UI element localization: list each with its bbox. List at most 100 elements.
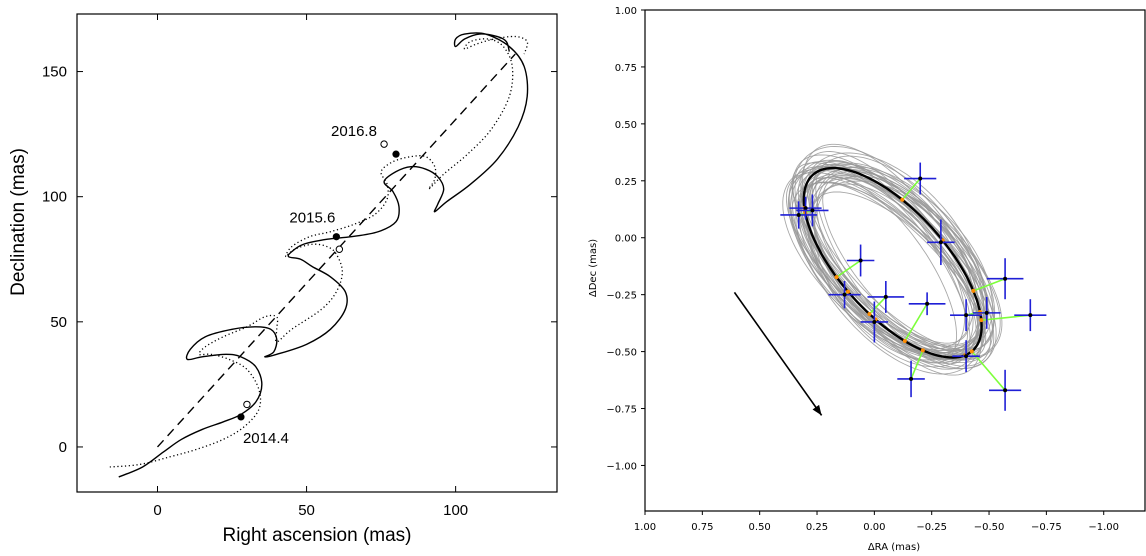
right-measurement-point	[925, 301, 930, 306]
right-orbit-marker	[969, 349, 974, 354]
right-residual-line	[940, 239, 944, 243]
right-orbit-marker	[978, 311, 983, 316]
right-measurement-point	[872, 319, 877, 324]
right-sample-orbit	[806, 161, 995, 351]
left-epoch-label: 2015.6	[289, 210, 335, 227]
right-orbit-marker	[902, 339, 907, 344]
right-arrow-head	[812, 404, 822, 416]
left-y-tick-label: 100	[42, 189, 67, 206]
right-sample-orbit	[788, 170, 983, 350]
right-y-tick-label: −1.00	[606, 461, 637, 472]
right-y-tick-label: 0.00	[615, 234, 637, 245]
left-epoch-open-point	[243, 400, 251, 409]
right-sample-orbit	[805, 164, 981, 364]
left-epochs: 2014.4 2015.6 2016.8	[237, 123, 400, 447]
right-residual-line	[868, 296, 887, 315]
right-measurement-point	[1003, 276, 1008, 281]
right-residual-line	[844, 290, 849, 296]
right-sample-orbit	[822, 176, 979, 353]
right-orbit-marker	[940, 238, 945, 243]
right-sample-orbit	[811, 176, 958, 364]
right-measurement-point	[984, 310, 989, 315]
right-residual-line	[901, 178, 921, 201]
right-sample-orbit	[795, 166, 993, 357]
right-residual-line	[971, 350, 1006, 391]
right-residual-line	[904, 303, 928, 342]
right-y-tick-label: 0.25	[615, 177, 637, 188]
right-x-tick-label: −0.50	[974, 522, 1005, 533]
right-y-tick-label: 1.00	[615, 6, 637, 17]
right-orbit-marker	[971, 288, 976, 293]
right-x-tick-label: 0.00	[863, 522, 885, 533]
right-measurement-point	[1003, 388, 1008, 393]
left-epoch-open-point	[380, 140, 388, 148]
right-x-tick-label: −1.00	[1088, 522, 1119, 533]
left-series	[109, 32, 529, 478]
right-sample-orbit	[811, 164, 971, 365]
right-sample-orbit	[808, 176, 971, 344]
right-sample-orbit	[800, 152, 987, 357]
right-x-tick-label: −0.25	[916, 522, 947, 533]
right-y-tick-label: −0.50	[606, 348, 637, 359]
right-sample-orbit	[798, 175, 985, 351]
right-y-axis-title: ΔDec (mas)	[588, 239, 599, 297]
right-residual-line	[910, 350, 924, 380]
right-sample-orbit	[814, 183, 974, 357]
right-sample-orbit	[807, 180, 996, 361]
right-sample-orbit	[792, 154, 986, 361]
right-sample-orbits	[782, 143, 1003, 376]
right-orbit-marker	[802, 206, 807, 211]
right-residual-line	[981, 314, 1031, 321]
left-ticks: 0 50 100 0 50 100 150	[42, 14, 557, 519]
right-orbit-marker	[978, 309, 983, 314]
right-sample-orbit	[800, 173, 995, 355]
left-y-axis-title: Declination (mas)	[8, 148, 29, 296]
right-orbit-marker	[846, 289, 851, 294]
right-measurement-point	[803, 206, 808, 211]
right-measurement-point	[918, 176, 923, 181]
left-y-tick-label: 50	[50, 314, 67, 331]
right-sample-orbit	[785, 171, 982, 356]
right-sample-orbit	[809, 155, 985, 354]
right-residual-line	[965, 311, 981, 316]
right-sample-orbit	[797, 159, 986, 351]
right-sample-orbit	[802, 181, 984, 360]
right-residual-line	[964, 354, 967, 357]
right-orbit-marker	[873, 317, 878, 322]
right-orbit-marker	[803, 210, 808, 215]
right-orbit-marker	[803, 211, 808, 216]
right-measurement-point	[858, 258, 863, 263]
right-sample-orbit	[805, 162, 975, 350]
right-sample-orbit	[812, 166, 989, 360]
right-sample-orbit	[801, 143, 979, 370]
right-residual-line	[798, 212, 806, 216]
right-residuals	[798, 178, 1031, 391]
right-sample-orbit	[807, 178, 966, 361]
right-measurement-point	[964, 354, 969, 359]
right-x-tick-label: 0.25	[806, 522, 828, 533]
right-best-fit	[802, 166, 984, 359]
left-epoch-label: 2014.4	[243, 430, 289, 447]
right-x-axis-title: ΔRA (mas)	[868, 542, 920, 553]
right-sample-orbit	[791, 146, 985, 375]
right-measurement-point	[842, 292, 847, 297]
right-x-tick-label: 1.00	[634, 522, 656, 533]
right-orbit-marker	[979, 318, 984, 323]
right-x-tick-label: −0.75	[1031, 522, 1062, 533]
right-sample-orbit	[811, 191, 981, 352]
left-epoch-point	[392, 150, 400, 158]
right-measurement-point	[1028, 313, 1033, 318]
right-sample-orbit	[794, 161, 992, 367]
right-arrow	[733, 291, 823, 416]
right-sample-orbit	[809, 168, 989, 347]
right-error-bars	[780, 162, 1047, 411]
left-x-tick-label: 100	[443, 502, 468, 519]
right-orbit-marker	[900, 197, 905, 202]
right-sample-orbit	[782, 168, 997, 370]
trajectory-chart: 0 50 100 0 50 100 150 2014.4 2015.6 2016.8 Right…	[8, 13, 558, 546]
left-series-dotted	[109, 35, 529, 468]
right-orbit-marker	[834, 275, 839, 280]
left-series-dashed	[156, 53, 516, 448]
left-plot-frame	[76, 13, 558, 493]
right-sample-orbit	[794, 167, 1001, 360]
